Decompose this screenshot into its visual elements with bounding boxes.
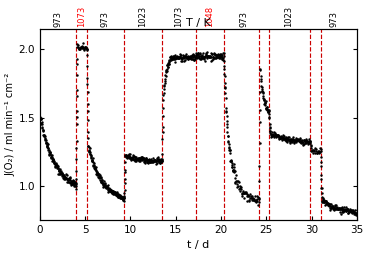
X-axis label: T / K: T / K bbox=[186, 18, 211, 28]
Text: 1048: 1048 bbox=[205, 6, 214, 27]
Text: 973: 973 bbox=[330, 11, 339, 27]
Text: 1023: 1023 bbox=[138, 6, 146, 27]
Text: 973: 973 bbox=[100, 11, 110, 27]
Text: 973: 973 bbox=[54, 11, 62, 27]
Text: 1073: 1073 bbox=[174, 6, 183, 27]
Y-axis label: J(O₂) / ml min⁻¹ cm⁻²: J(O₂) / ml min⁻¹ cm⁻² bbox=[6, 73, 15, 176]
Text: 973: 973 bbox=[239, 11, 248, 27]
X-axis label: t / d: t / d bbox=[187, 240, 210, 250]
Text: 1023: 1023 bbox=[284, 6, 293, 27]
Text: 1073: 1073 bbox=[77, 6, 86, 27]
